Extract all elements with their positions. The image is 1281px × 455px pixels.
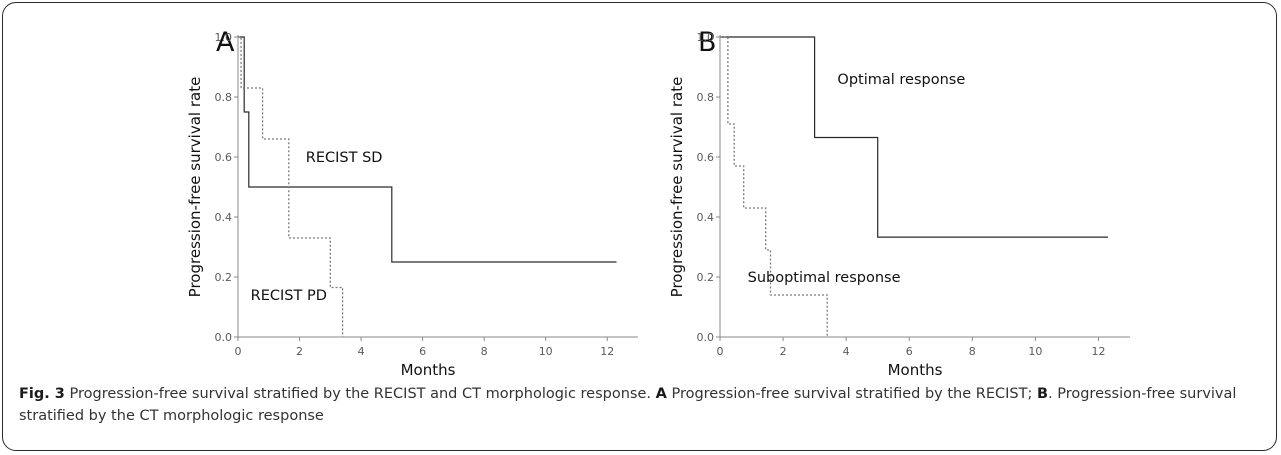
y-tick-label: 0.2 [215, 271, 233, 284]
y-tick-label: 0.4 [697, 211, 715, 224]
series-annotation: RECIST PD [251, 288, 327, 304]
y-tick-label: 0.8 [697, 91, 715, 104]
caption-title: Progression-free survival stratified by … [64, 386, 656, 402]
x-tick-label: 2 [780, 345, 787, 358]
x-tick-label: 12 [600, 345, 614, 358]
y-tick-label: 0.0 [697, 331, 715, 344]
y-tick-label: 1.0 [215, 31, 233, 44]
figure-caption: Fig. 3 Progression-free survival stratif… [19, 383, 1269, 427]
x-tick-label: 6 [419, 345, 426, 358]
y-tick-label: 1.0 [697, 31, 715, 44]
panel-letter: A [216, 27, 235, 58]
chart-svg: B 0.0 0.2 0.4 0.6 0.8 1.0 0 2 4 6 8 10 12 Months Progre… [668, 27, 1130, 379]
y-axis-label: Progression-free survival rate [668, 77, 686, 298]
x-tick-label: 10 [539, 345, 553, 358]
series-annotation: Optimal response [837, 72, 965, 88]
caption-b-marker: B [1036, 386, 1048, 402]
x-tick-label: 4 [843, 345, 850, 358]
caption-a-marker: A [655, 386, 667, 402]
series-annotation: Suboptimal response [748, 270, 901, 286]
x-tick-label: 8 [481, 345, 488, 358]
y-axis-label: Progression-free survival rate [186, 77, 204, 298]
x-tick-label: 6 [906, 345, 913, 358]
x-axis-label: Months [401, 361, 456, 379]
series-annotation: RECIST SD [306, 150, 383, 166]
caption-a-text: Progression-free survival stratified by … [666, 386, 1037, 402]
optimal-response-curve [720, 36, 1108, 238]
y-tick-label: 0.2 [697, 271, 715, 284]
panel-letter: B [698, 27, 717, 58]
x-tick-label: 2 [296, 345, 303, 358]
caption-label: Fig. 3 [19, 386, 65, 402]
recist-sd-curve [238, 36, 617, 263]
y-tick-label: 0.0 [215, 331, 233, 344]
recist-pd-curve [238, 36, 344, 337]
x-tick-label: 0 [717, 345, 724, 358]
x-tick-label: 8 [969, 345, 976, 358]
y-tick-label: 0.4 [215, 211, 233, 224]
suboptimal-response-curve [720, 36, 828, 337]
y-tick-label: 0.6 [215, 151, 233, 164]
x-tick-label: 4 [358, 345, 365, 358]
x-tick-label: 12 [1091, 345, 1105, 358]
x-tick-label: 0 [235, 345, 242, 358]
y-tick-label: 0.6 [697, 151, 715, 164]
caption-b-text: . Progression-free survival stratified b… [19, 386, 1237, 424]
x-tick-label: 10 [1028, 345, 1042, 358]
y-tick-label: 0.8 [215, 91, 233, 104]
x-axis-label: Months [888, 361, 943, 379]
chart-svg: A 0.0 0.2 0.4 0.6 0.8 1.0 0 2 4 6 8 10 12 Months Progre… [186, 27, 638, 379]
